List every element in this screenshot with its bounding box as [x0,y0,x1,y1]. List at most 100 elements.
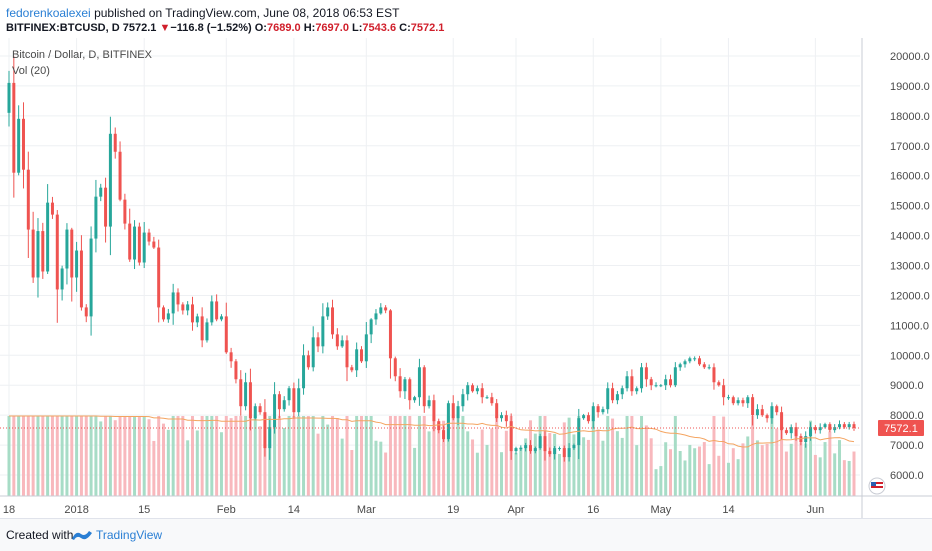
candle-body [398,376,402,392]
volume-bar [186,440,190,496]
candle-body [113,133,117,152]
candle-body [369,319,373,335]
candle-body [123,199,127,224]
publish-line: fedorenkoalexei published on TradingView… [6,6,399,20]
volume-bar [253,416,257,496]
candle-body [765,415,769,419]
volume-bar [760,445,764,496]
candle-body [7,82,11,113]
chart-area[interactable]: 7572.1 20000.0 19000.0 18000.0 17000.0 16000… [0,38,932,518]
volume-bar [176,416,180,496]
volume-bar [432,416,436,496]
volume-bar [393,416,397,496]
candle-body [157,247,161,308]
chart-title: Bitcoin / Dollar, D, BITFINEX [12,49,153,61]
volume-bar [833,453,837,496]
volume-bar [224,416,228,496]
volume-bar [789,443,793,496]
candle-body [306,355,310,368]
x-tick-label: 14 [722,504,734,516]
volume-bar [799,442,803,496]
candle-body [475,388,479,392]
volume-bar [669,449,673,496]
volume-bar [118,416,122,496]
candle-body [12,82,16,173]
volume-bar [219,432,223,496]
volume-bar [712,416,716,496]
volume-bar [70,416,74,496]
volume-bar [640,416,644,496]
volume-bar [137,416,141,496]
volume-bar [89,416,93,496]
volume-bar [702,442,706,496]
volume-bar [659,466,663,496]
volume-bar [746,436,750,496]
volume-bar [123,416,127,496]
candle-body [456,406,460,419]
x-tick-label: 16 [587,504,599,516]
volume-bar [398,416,402,496]
volume-bar [75,416,79,496]
volume-bar [471,439,475,496]
overlays: 7572.1 [0,415,924,495]
candle-body [253,406,257,419]
candle-body [210,301,214,323]
candle-body [355,349,359,371]
volume-bar [244,416,248,496]
volume-bar [596,429,600,496]
candle-body [104,187,108,227]
y-tick-label: 18000.0 [890,111,930,123]
volume-bar [654,469,658,496]
volume-bar [369,416,373,496]
price-chart[interactable]: 7572.1 20000.0 19000.0 18000.0 17000.0 16000… [0,38,932,518]
last-price-tag-label: 7572.1 [884,423,918,435]
candle-body [26,169,30,230]
candle-body [205,322,209,341]
candle-body [166,313,170,320]
candle-body [659,385,663,387]
candle-body [171,292,175,314]
y-tick-label: 10000.0 [890,350,930,362]
y-tick-label: 13000.0 [890,261,930,273]
volume-bar [292,416,296,496]
candle-body [79,250,83,308]
flag-icon[interactable] [868,477,886,495]
volume-bar [664,442,668,496]
volume-bar [403,416,407,496]
volume-bar [504,430,508,496]
candle-body [46,202,50,272]
candle-body [224,316,228,353]
candle-body [408,379,412,401]
high-label: H: [303,22,316,34]
volume-ma-line [9,415,855,448]
volume-bar [31,416,35,496]
close-label: C: [399,22,411,34]
candle-body [809,427,813,437]
candle-body [538,436,542,449]
y-tick-label: 9000.0 [890,380,924,392]
candle-body [591,406,595,422]
volume-bar [306,416,310,496]
candle-body [282,400,286,410]
volume-bar [239,416,243,496]
candle-body [669,379,673,386]
candle-body [442,430,446,440]
volume-bar [601,440,605,496]
candle-body [751,397,755,416]
footer: Created with TradingView [0,518,932,551]
tradingview-link[interactable]: TradingView [96,528,163,542]
candle-body [60,268,64,290]
x-tick-label: Apr [507,504,524,516]
candle-body [65,229,69,269]
candle-body [335,334,339,347]
tradingview-logo-icon[interactable] [70,527,94,543]
volume-indicator-label: Vol (20) [12,65,50,77]
volume-bar [331,416,335,496]
author-link[interactable]: fedorenkoalexei [6,6,91,20]
volume-bar [205,416,209,496]
candle-body [678,364,682,368]
volume-bar [722,416,726,496]
volume-bar [548,433,552,496]
volume-bar [36,416,40,496]
candle-body [702,364,706,368]
